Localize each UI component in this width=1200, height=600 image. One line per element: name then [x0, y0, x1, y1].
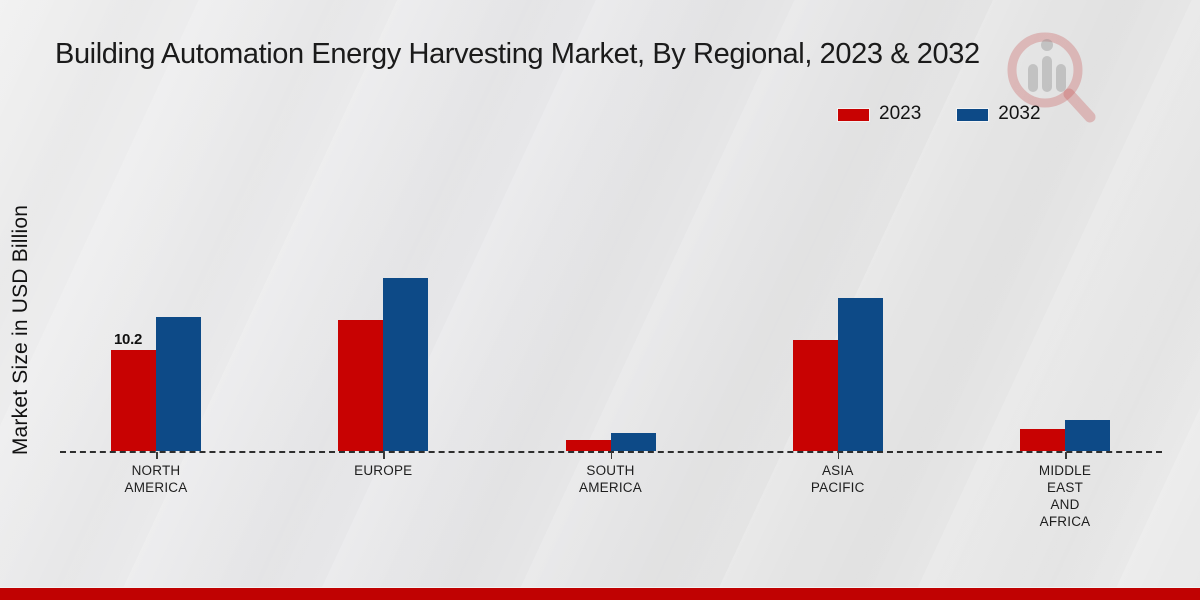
chart-title: Building Automation Energy Harvesting Ma…: [55, 38, 980, 70]
x-axis-tick: [383, 452, 385, 459]
legend-label-2023: 2023: [879, 103, 922, 124]
watermark-logo: [995, 28, 1113, 141]
footer-red-stripe: [0, 587, 1200, 600]
x-axis-tick: [837, 452, 840, 459]
bar-2032-europe: [383, 278, 429, 451]
x-axis-tick: [610, 452, 612, 459]
category-label-middle-east-and-africa: MIDDLE EAST AND AFRICA: [1038, 463, 1092, 529]
bar-2023-middle-east-and-africa: [1020, 429, 1065, 451]
bar-2023-south-america: [565, 440, 611, 451]
bar-2023-asia-pacific: [792, 340, 838, 451]
category-label-north-america: NORTH AMERICA: [124, 463, 188, 495]
bar-data-label: 10.2: [114, 331, 142, 348]
category-label-asia-pacific: ASIA PACIFIC: [810, 463, 865, 495]
x-axis-tick: [1065, 452, 1067, 459]
legend-swatch-2023: [838, 109, 869, 121]
bar-2032-middle-east-and-africa: [1065, 420, 1110, 451]
category-label-europe: EUROPE: [354, 463, 413, 478]
bar-2032-north-america: [156, 317, 201, 451]
legend-label-2032: 2032: [998, 103, 1041, 124]
bar-2023-europe: [338, 320, 384, 451]
legend-swatch-2032: [957, 109, 989, 121]
bar-2023-north-america: [111, 350, 156, 451]
magnifier-chart-icon: [1007, 32, 1096, 123]
x-axis-tick: [156, 452, 158, 459]
legend-item-2023: 2023: [838, 103, 921, 125]
bar-2032-south-america: [610, 433, 656, 451]
bar-2032-asia-pacific: [837, 298, 883, 451]
legend: 2023 2032: [838, 103, 1041, 125]
legend-item-2032: 2032: [957, 103, 1041, 125]
category-label-south-america: SOUTH AMERICA: [579, 463, 642, 495]
